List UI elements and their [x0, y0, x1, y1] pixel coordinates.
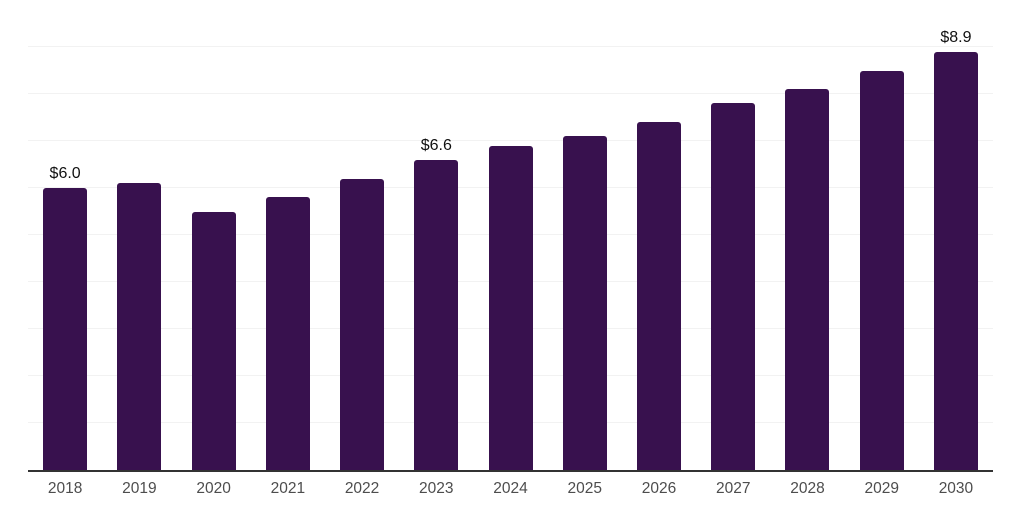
bar-slot-2023: $6.6	[399, 0, 473, 470]
x-tick-label-2021: 2021	[270, 480, 306, 497]
x-tick-label-2018: 2018	[47, 480, 83, 497]
bar-value-label-2023: $6.6	[420, 136, 452, 154]
bar-slot-2030: $8.9	[919, 0, 993, 470]
bars-row: $6.0 $6.6 $8.9	[28, 0, 993, 470]
x-tick-label-2029: 2029	[864, 480, 899, 497]
plot-area: $6.0 $6.6 $8.9	[28, 0, 993, 472]
bar-slot-2018: $6.0	[28, 0, 102, 470]
bar-slot-2027	[696, 0, 770, 470]
x-tick-label-2028: 2028	[790, 480, 825, 497]
gridline-8	[28, 93, 993, 94]
bar-2020	[191, 211, 236, 470]
bar-value-label-2030: $8.9	[940, 28, 972, 46]
bar-value-label-2018: $6.0	[49, 165, 81, 182]
x-tick-label-2026: 2026	[641, 480, 677, 497]
x-tick-label-2022: 2022	[344, 480, 380, 497]
bar-2026	[636, 122, 681, 470]
x-axis-labels: 2018 2019 2020 2021 2022 2023 2024 2025 2026 2027…	[28, 480, 993, 498]
bar-slot-2025	[548, 0, 622, 470]
bar-slot-2019	[102, 0, 176, 470]
x-tick-label-2025: 2025	[567, 480, 602, 497]
x-tick-label-2020: 2020	[196, 480, 231, 497]
bar-2023	[414, 159, 459, 470]
bar-2030	[933, 51, 978, 470]
bar-slot-2020	[176, 0, 250, 470]
bar-slot-2022	[325, 0, 399, 470]
x-tick-label-2019: 2019	[122, 480, 157, 497]
bar-2022	[340, 178, 385, 470]
bar-2021	[265, 197, 310, 470]
gridline-9	[28, 46, 993, 47]
bar-slot-2021	[251, 0, 325, 470]
bar-2027	[711, 103, 756, 470]
bar-2019	[117, 183, 162, 470]
x-tick-label-2023: 2023	[419, 480, 454, 497]
bar-2024	[488, 145, 533, 470]
bar-slot-2024	[473, 0, 547, 470]
bar-slot-2028	[770, 0, 844, 470]
bar-2018	[43, 188, 88, 470]
x-tick-label-2030: 2030	[938, 480, 974, 497]
bar-slot-2029	[845, 0, 919, 470]
gridline-7	[28, 140, 993, 141]
bar-slot-2026	[622, 0, 696, 470]
bar-2025	[562, 136, 607, 470]
x-tick-label-2027: 2027	[715, 480, 751, 497]
bar-2028	[785, 89, 830, 470]
x-tick-label-2024: 2024	[493, 480, 528, 497]
bar-2029	[859, 70, 904, 470]
